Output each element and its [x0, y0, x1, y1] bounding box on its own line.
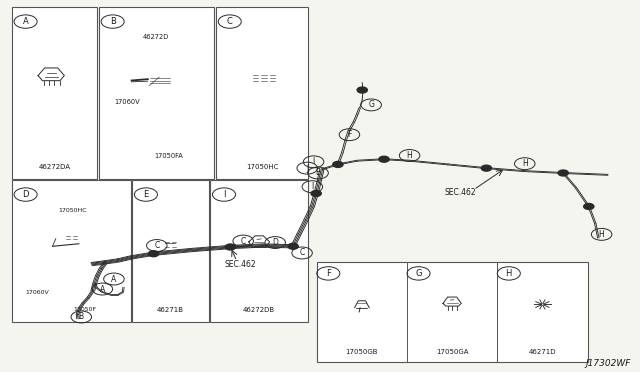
Circle shape [311, 190, 321, 196]
Bar [12, 7, 97, 179]
Text: I: I [312, 157, 315, 166]
Circle shape [481, 165, 492, 171]
Text: H: H [522, 159, 527, 168]
Text: 46272DB: 46272DB [243, 308, 275, 314]
Text: SEC.462: SEC.462 [445, 188, 477, 197]
Circle shape [225, 244, 236, 250]
Text: H: H [506, 269, 512, 278]
Text: 17050HC: 17050HC [58, 208, 86, 213]
Circle shape [558, 170, 568, 176]
Text: E: E [316, 169, 321, 177]
Bar [12, 180, 131, 322]
Circle shape [48, 237, 61, 245]
Bar [164, 244, 170, 248]
Bar [171, 240, 177, 243]
Circle shape [288, 243, 298, 249]
Text: H: H [599, 230, 604, 239]
Text: C: C [300, 248, 305, 257]
Text: C: C [241, 237, 246, 246]
Text: C: C [227, 17, 233, 26]
Bar [260, 73, 268, 83]
Text: 46272DA: 46272DA [38, 164, 70, 170]
Text: J: J [306, 164, 308, 173]
Text: I: I [223, 190, 225, 199]
Text: SEC.462: SEC.462 [224, 260, 256, 269]
Circle shape [333, 161, 343, 167]
Text: 17050GA: 17050GA [436, 349, 468, 355]
Text: J17302WF: J17302WF [585, 359, 630, 368]
Bar [216, 7, 308, 179]
Circle shape [148, 251, 159, 257]
Text: B: B [79, 312, 84, 321]
Circle shape [130, 77, 145, 86]
Text: A: A [100, 285, 105, 294]
Circle shape [379, 156, 389, 162]
Bar [132, 180, 209, 322]
Text: 46271D: 46271D [529, 349, 556, 355]
Bar [317, 262, 588, 362]
Text: 46272D: 46272D [143, 34, 170, 40]
Text: G: G [368, 100, 374, 109]
Bar [171, 244, 177, 248]
Bar [72, 234, 77, 241]
Text: B: B [109, 17, 116, 26]
Text: A: A [23, 17, 28, 26]
Text: 17050F: 17050F [74, 307, 97, 312]
Bar [252, 73, 259, 83]
Text: 17060V: 17060V [25, 290, 49, 295]
Bar [66, 234, 71, 241]
Text: 46271B: 46271B [157, 308, 184, 314]
Text: E: E [143, 190, 148, 199]
Circle shape [584, 203, 594, 209]
Text: G: G [415, 269, 422, 278]
Text: 17050FA: 17050FA [155, 153, 183, 159]
Bar [149, 77, 170, 86]
Text: F: F [348, 130, 351, 139]
Text: C: C [154, 241, 159, 250]
Circle shape [357, 87, 367, 93]
Bar [210, 180, 308, 322]
Text: H: H [407, 151, 412, 160]
Text: 17060V: 17060V [115, 99, 140, 105]
Text: A: A [111, 275, 116, 283]
Text: I: I [311, 182, 314, 191]
Text: D: D [272, 238, 278, 247]
Text: 17050GB: 17050GB [346, 349, 378, 355]
Text: F: F [326, 269, 331, 278]
Text: 17050HC: 17050HC [246, 164, 278, 170]
Bar [269, 73, 276, 83]
Bar [164, 240, 170, 243]
Text: D: D [22, 190, 29, 199]
Bar [99, 7, 214, 179]
